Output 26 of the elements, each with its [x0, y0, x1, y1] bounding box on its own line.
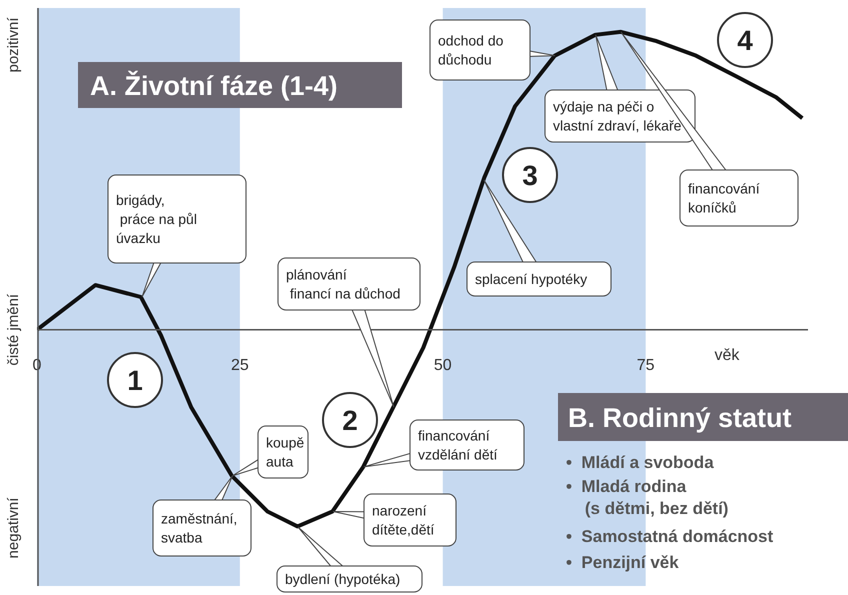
- x-tick-label: 25: [230, 356, 249, 374]
- annotation: odchod do důchodu: [438, 32, 504, 68]
- text: A. Životní fáze (1-4): [90, 70, 338, 101]
- text: negativní: [5, 496, 22, 558]
- annotation: B. Rodinný statut: [568, 403, 792, 433]
- y-axis-title: čisté jmění: [5, 293, 22, 366]
- text: • Samostatná domácnost: [566, 527, 774, 546]
- annotation: financování koníčků: [688, 180, 760, 216]
- annotation: 2: [342, 405, 358, 436]
- text: bydlení (hypotéka): [285, 571, 400, 587]
- annotation: výdaje na péči o vlastní zdraví, lékaře: [553, 98, 682, 134]
- annotation: 4: [737, 25, 754, 56]
- annotation: plánování financí na důchod: [286, 266, 400, 302]
- annotation: splacení hypotéky: [475, 271, 588, 287]
- annotation: 3: [522, 160, 538, 191]
- text: • Penzijní věk: [566, 553, 680, 572]
- x-tick-label: 50: [434, 356, 452, 374]
- annotation: • Mládí a svoboda: [566, 453, 714, 472]
- annotation: zaměstnání, svatba: [161, 510, 238, 546]
- x-axis-title: věk: [714, 346, 740, 364]
- annotation: brigády, práce na půl úvazku: [116, 192, 197, 246]
- text: pozitivní: [5, 16, 22, 73]
- annotation: koupě auta: [266, 434, 304, 470]
- x-tick-label: 75: [636, 356, 655, 374]
- annotation: • Mladá rodina (s dětmi, bez dětí): [566, 477, 728, 518]
- annotation: 1: [127, 365, 143, 396]
